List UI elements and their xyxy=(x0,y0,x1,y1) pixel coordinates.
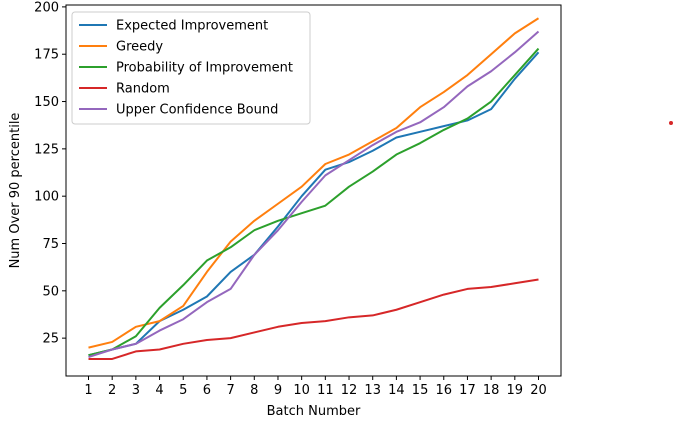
legend-box xyxy=(71,11,311,125)
y-tick-label: 50 xyxy=(42,284,59,299)
plot-frame xyxy=(65,4,562,377)
x-tick-label: 20 xyxy=(530,383,547,398)
y-tick-label: 25 xyxy=(42,332,59,347)
y-tick-label: 75 xyxy=(42,237,59,252)
y-tick-label: 200 xyxy=(34,0,59,15)
y-tick-label: 125 xyxy=(34,142,59,157)
x-tick-label: 15 xyxy=(412,383,429,398)
legend-label: Expected Improvement xyxy=(116,19,268,34)
x-tick-label: 18 xyxy=(483,383,500,398)
x-tick-label: 11 xyxy=(317,383,334,398)
x-tick-label: 19 xyxy=(507,383,524,398)
x-tick-label: 7 xyxy=(226,383,234,398)
x-tick-label: 1 xyxy=(84,383,92,398)
stray-marker xyxy=(669,121,673,125)
x-tick-label: 14 xyxy=(388,383,405,398)
axis-ticks: 1 2 3 4 5 6 7 8 9 10 11 12 13 14 15 16 17 18 19 20255075100… xyxy=(34,0,547,398)
x-tick-label: 8 xyxy=(250,383,258,398)
x-tick-label: 10 xyxy=(293,383,310,398)
x-tick-label: 13 xyxy=(364,383,381,398)
x-tick-label: 6 xyxy=(203,383,211,398)
legend-label: Random xyxy=(116,82,170,97)
x-tick-label: 2 xyxy=(108,383,116,398)
legend-label: Upper Confidence Bound xyxy=(116,103,278,118)
x-tick-label: 9 xyxy=(274,383,282,398)
legend-label: Greedy xyxy=(116,40,163,55)
plot-area xyxy=(88,17,540,360)
series-line-greedy xyxy=(88,17,540,349)
series-line-random xyxy=(88,278,539,360)
y-tick-label: 100 xyxy=(34,190,59,205)
series-line-upper-confidence-bound xyxy=(88,30,540,359)
x-tick-label: 5 xyxy=(179,383,187,398)
x-tick-label: 17 xyxy=(459,383,476,398)
x-tick-label: 3 xyxy=(132,383,140,398)
y-tick-label: 175 xyxy=(34,48,59,63)
x-tick-label: 12 xyxy=(341,383,358,398)
x-tick-label: 16 xyxy=(435,383,452,398)
y-tick-label: 150 xyxy=(34,95,59,110)
y-axis-label: Num Over 90 percentile xyxy=(8,113,23,269)
legend-label: Probability of Improvement xyxy=(116,61,293,76)
x-axis-label: Batch Number xyxy=(267,404,361,419)
series-line-probability-of-improvement xyxy=(88,47,540,357)
x-tick-label: 4 xyxy=(155,383,163,398)
legend: Expected Improvement Greedy Probability of… xyxy=(71,11,311,125)
